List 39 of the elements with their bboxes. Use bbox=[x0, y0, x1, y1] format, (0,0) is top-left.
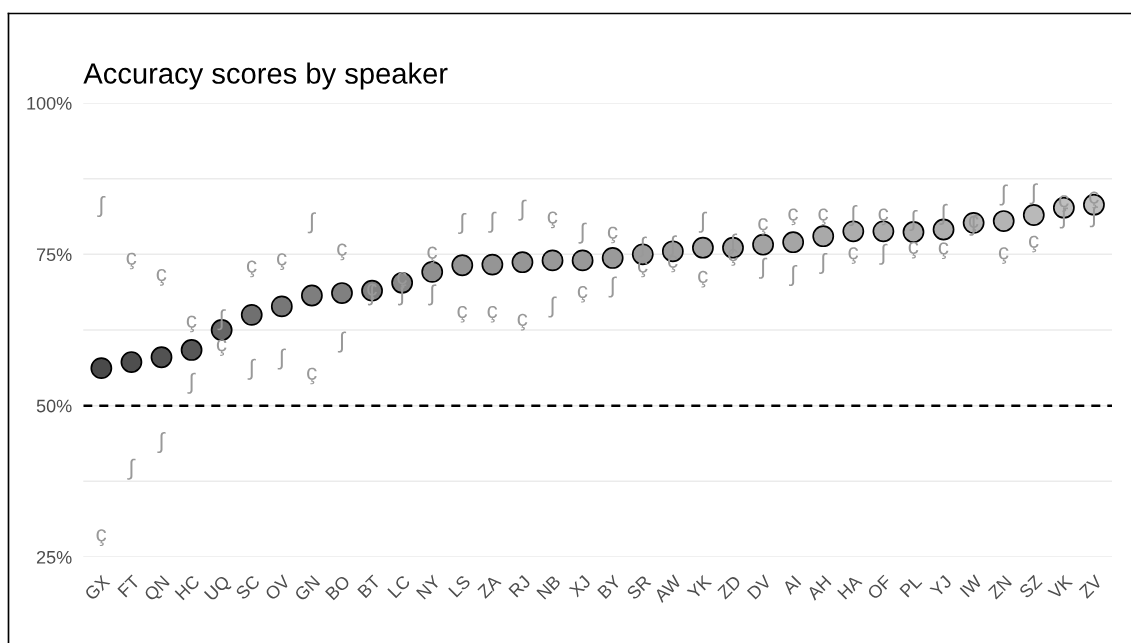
x-tick-label: FT bbox=[117, 574, 141, 598]
x-tick-label: BY bbox=[597, 574, 622, 599]
y-tick-label: 25% bbox=[36, 550, 72, 564]
x-tick-label: NY bbox=[416, 574, 442, 600]
x-tick-label: OF bbox=[866, 574, 893, 601]
x-tick-label: YK bbox=[686, 574, 713, 600]
x-tick-label: LC bbox=[387, 574, 412, 599]
x-tick-label: RJ bbox=[508, 575, 531, 598]
x-tick-label: ZN bbox=[987, 575, 1012, 600]
x-tick-label: GN bbox=[293, 575, 321, 602]
x-tick-label: ZV bbox=[1078, 574, 1104, 599]
x-tick-label: PL bbox=[899, 574, 923, 598]
x-tick-label: XJ bbox=[568, 575, 592, 598]
x-tick-label: SR bbox=[625, 574, 652, 601]
x-tick-label: SZ bbox=[1018, 574, 1043, 599]
x-tick-label: BO bbox=[324, 574, 351, 601]
y-tick-label: 50% bbox=[36, 399, 72, 413]
x-tick-label: QN bbox=[143, 575, 173, 604]
x-tick-label: GX bbox=[83, 574, 111, 601]
y-tick-label: 100% bbox=[27, 96, 72, 110]
x-tick-label: LS bbox=[448, 574, 472, 598]
x-tick-label: SC bbox=[234, 574, 261, 601]
x-tick-label: VK bbox=[1047, 574, 1073, 600]
x-tick-label: UQ bbox=[203, 574, 233, 604]
x-tick-label: NB bbox=[536, 574, 562, 600]
x-tick-label: YJ bbox=[929, 575, 952, 598]
y-tick-label: 75% bbox=[36, 248, 72, 262]
x-tick-label: BT bbox=[357, 574, 382, 599]
x-tick-label: DV bbox=[746, 574, 773, 600]
x-tick-label: HC bbox=[174, 574, 201, 601]
x-tick-label: HA bbox=[837, 574, 863, 600]
x-tick-label: ZD bbox=[716, 574, 742, 600]
x-tick-label: AI bbox=[781, 575, 802, 595]
x-tick-label: IW bbox=[959, 574, 983, 598]
chart-title: Accuracy scores by speaker bbox=[83, 62, 448, 90]
x-tick-label: AW bbox=[653, 574, 683, 603]
x-tick-label: OV bbox=[264, 574, 292, 601]
x-tick-label: AH bbox=[806, 575, 832, 601]
x-tick-label: ZA bbox=[476, 574, 502, 599]
